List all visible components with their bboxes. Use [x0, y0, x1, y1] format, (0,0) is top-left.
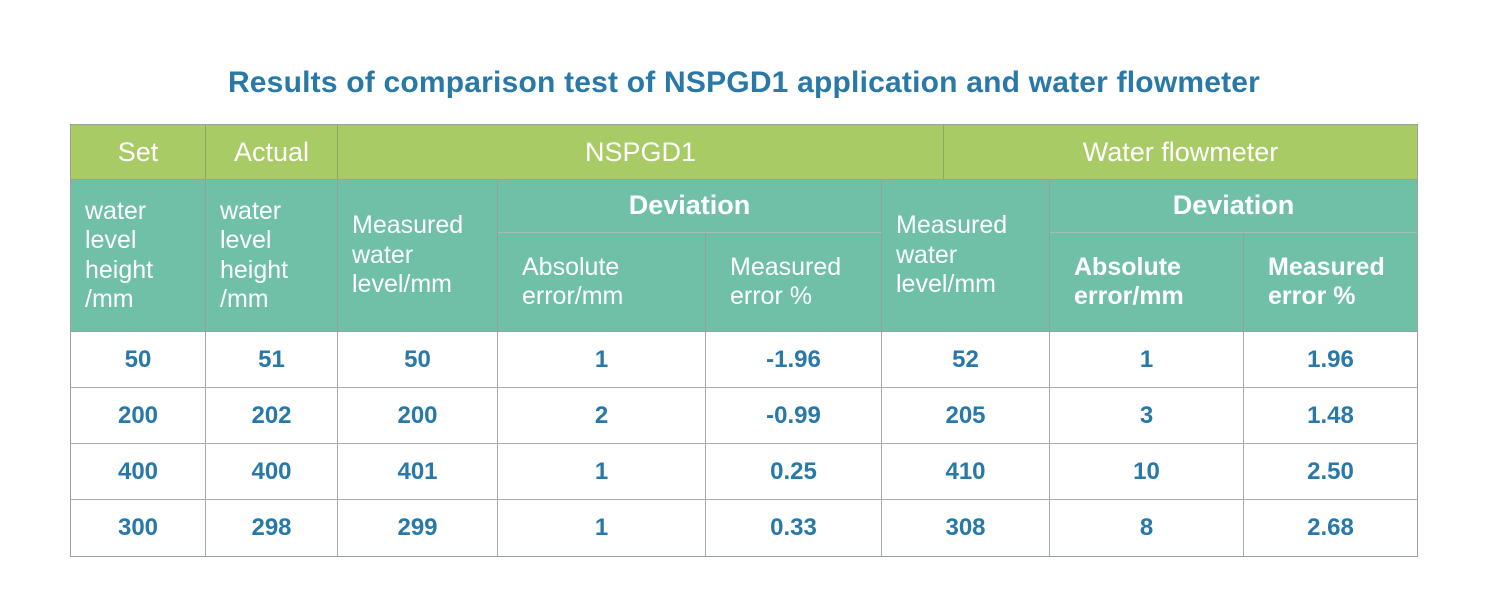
data-cell: -1.96	[706, 332, 882, 387]
data-cell: 0.25	[706, 444, 882, 499]
subheader-nspgd1-measured: Measured water level/mm	[338, 180, 498, 331]
subheader-flowmeter-measured: Measured water level/mm	[882, 180, 1050, 331]
header-water-flowmeter: Water flowmeter	[1082, 136, 1279, 167]
data-cell: 3	[1050, 388, 1244, 443]
data-cell: 200	[71, 388, 206, 443]
table-row: 50 51 50 1 -1.96 52 1 1.96	[71, 332, 1417, 388]
data-cell: 400	[206, 444, 338, 499]
data-cell: 1.48	[1307, 401, 1354, 429]
subheader-nspgd1-abs-error: Absolute error/mm	[498, 233, 706, 331]
subheader-nspgd1-deviation: Deviation	[498, 180, 882, 233]
data-cell: 401	[338, 444, 498, 499]
data-cell: 2.68	[1307, 514, 1354, 541]
subheader-actual-unit: water level height /mm	[206, 180, 338, 331]
data-cell: 299	[338, 500, 498, 556]
subheader-flowmeter-deviation: Deviation	[1050, 180, 1417, 233]
data-cell: 1.96	[1307, 345, 1354, 373]
subheader-flowmeter-abs-error: Absolute error/mm	[1050, 233, 1244, 331]
data-cell: 52	[882, 332, 1050, 387]
data-cell: 1	[498, 444, 706, 499]
data-cell: 410	[882, 444, 1050, 499]
data-cell: 1	[498, 332, 706, 387]
page-title: Results of comparison test of NSPGD1 app…	[227, 66, 1261, 99]
data-cell: 205	[882, 388, 1050, 443]
data-cell: 51	[206, 332, 338, 387]
data-cell: 10	[1050, 444, 1244, 499]
table-row: 400 400 401 1 0.25 410 10 2.50	[71, 444, 1417, 500]
data-cell: 1	[1050, 332, 1244, 387]
group-header-row: Set Actual NSPGD1 Water flowmeter	[71, 125, 1417, 180]
data-cell: 50	[338, 332, 498, 387]
data-cell: 202	[206, 388, 338, 443]
results-table: Set Actual NSPGD1 Water flowmeter water …	[70, 124, 1418, 557]
data-cell: 1	[498, 500, 706, 556]
data-cell: 308	[882, 500, 1050, 556]
data-cell: -0.99	[706, 388, 882, 443]
data-cell: 200	[338, 388, 498, 443]
table-row: 200 202 200 2 -0.99 205 3 1.48	[71, 388, 1417, 444]
data-cell: 300	[71, 500, 206, 556]
subheader-nspgd1-meas-error: Measured error %	[706, 233, 882, 331]
table-row: 300 298 299 1 0.33 308 8 2.68	[71, 500, 1417, 556]
header-nspgd1: NSPGD1	[338, 125, 944, 179]
data-cell: 50	[71, 332, 206, 387]
column-header-row: water level height /mm water level heigh…	[71, 180, 1417, 332]
header-set: Set	[71, 125, 206, 179]
data-cell: 400	[71, 444, 206, 499]
subheader-flowmeter-meas-error: Measured error %	[1268, 252, 1385, 311]
data-cell: 2	[498, 388, 706, 443]
subheader-set-unit: water level height /mm	[71, 180, 206, 331]
data-cell: 2.50	[1307, 457, 1354, 485]
data-cell: 298	[206, 500, 338, 556]
header-actual: Actual	[206, 125, 338, 179]
data-cell: 8	[1050, 500, 1244, 556]
data-cell: 0.33	[706, 500, 882, 556]
